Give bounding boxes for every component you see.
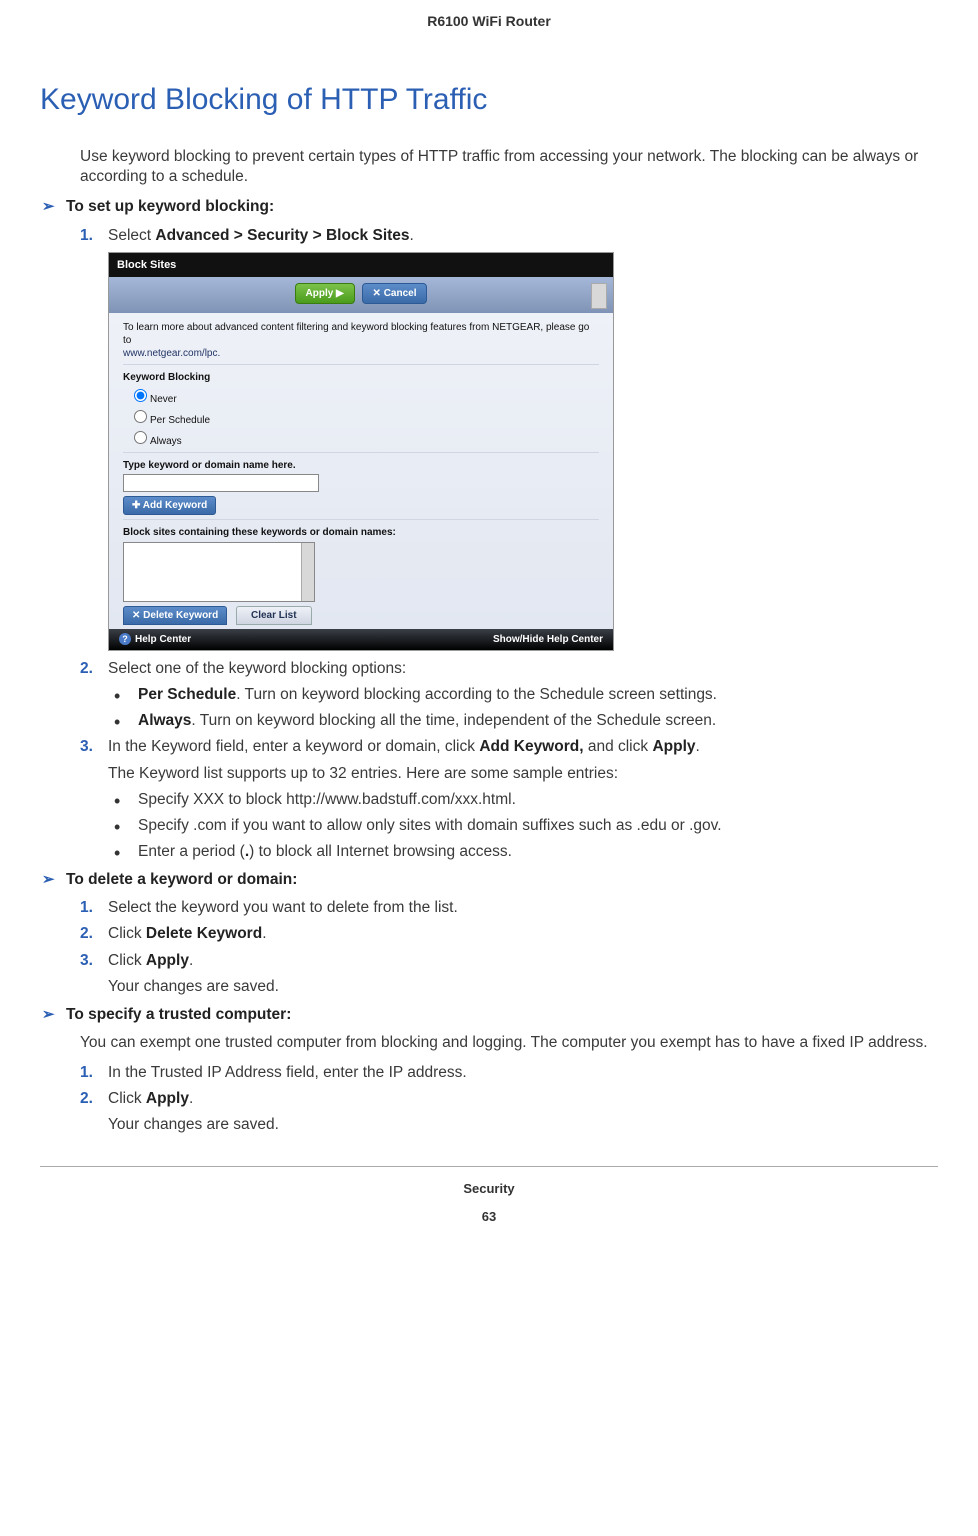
option-always: Always. Turn on keyword blocking all the… [108,711,938,731]
proc3-intro: You can exempt one trusted computer from… [80,1033,938,1053]
p2-step-2: 2.Click Delete Keyword. [80,924,938,944]
footer-page-number: 63 [40,1209,938,1226]
ss-keyword-blocking-label: Keyword Blocking [123,371,599,384]
step-text: Select one of the keyword blocking optio… [108,660,406,677]
apply-button[interactable]: Apply ▶ [295,283,355,304]
step-text: In the Keyword field, enter a keyword or… [108,738,700,755]
page-title: Keyword Blocking of HTTP Traffic [40,80,938,119]
radio-never[interactable]: Never [129,386,599,406]
p3-step-2: 2.Click Apply. Your changes are saved. [80,1089,938,1135]
ss-toolbar: Apply ▶ ✕ Cancel [109,277,613,313]
p2-step-3: 3.Click Apply. Your changes are saved. [80,951,938,997]
page-footer: Security 63 [40,1166,938,1227]
ss-info-text: To learn more about advanced content fil… [123,321,599,360]
footer-section: Security [40,1181,938,1198]
step-3: 3. In the Keyword field, enter a keyword… [80,737,938,862]
ss-block-list-label: Block sites containing these keywords or… [123,526,599,539]
show-hide-help-link[interactable]: Show/Hide Help Center [493,633,603,646]
p2-step-3-note: Your changes are saved. [108,977,938,997]
step-number: 1. [80,226,93,246]
delete-keyword-button[interactable]: ✕ Delete Keyword [123,606,227,625]
radio-per-schedule[interactable]: Per Schedule [129,407,599,427]
sample-entry-3: Enter a period (.) to block all Internet… [108,842,938,862]
add-keyword-button[interactable]: ✚ Add Keyword [123,496,216,515]
keyword-listbox[interactable] [123,542,315,602]
page-header: R6100 WiFi Router [40,12,938,30]
ss-type-keyword-label: Type keyword or domain name here. [123,459,599,472]
ss-window-title: Block Sites [109,253,613,277]
help-center-link[interactable]: Help Center [135,634,191,645]
clear-list-button[interactable]: Clear List [236,606,312,625]
step-text: Select Advanced > Security > Block Sites… [108,227,414,244]
p2-step-1: 1.Select the keyword you want to delete … [80,898,938,918]
keyword-input[interactable] [123,474,319,492]
radio-always[interactable]: Always [129,428,599,448]
help-icon: ? [119,633,131,645]
procedure-heading-1: To set up keyword blocking: [40,197,938,217]
ss-footer-bar: ? Help Center Show/Hide Help Center [109,629,613,650]
step-1: 1. Select Advanced > Security > Block Si… [80,226,938,651]
p3-step-2-note: Your changes are saved. [108,1115,938,1135]
step-3-note: The Keyword list supports up to 32 entri… [108,764,938,784]
block-sites-screenshot: Block Sites Apply ▶ ✕ Cancel To learn mo… [108,252,614,651]
sample-entry-2: Specify .com if you want to allow only s… [108,816,938,836]
step-number: 3. [80,737,93,757]
step-2: 2. Select one of the keyword blocking op… [80,659,938,731]
cancel-button[interactable]: ✕ Cancel [362,283,428,304]
option-per-schedule: Per Schedule. Turn on keyword blocking a… [108,685,938,705]
p3-step-1: 1.In the Trusted IP Address field, enter… [80,1063,938,1083]
intro-paragraph: Use keyword blocking to prevent certain … [80,147,938,187]
procedure-heading-2: To delete a keyword or domain: [40,870,938,890]
sample-entry-1: Specify XXX to block http://www.badstuff… [108,790,938,810]
step-number: 2. [80,659,93,679]
procedure-heading-3: To specify a trusted computer: [40,1005,938,1025]
ss-info-link[interactable]: www.netgear.com/lpc. [123,348,220,359]
